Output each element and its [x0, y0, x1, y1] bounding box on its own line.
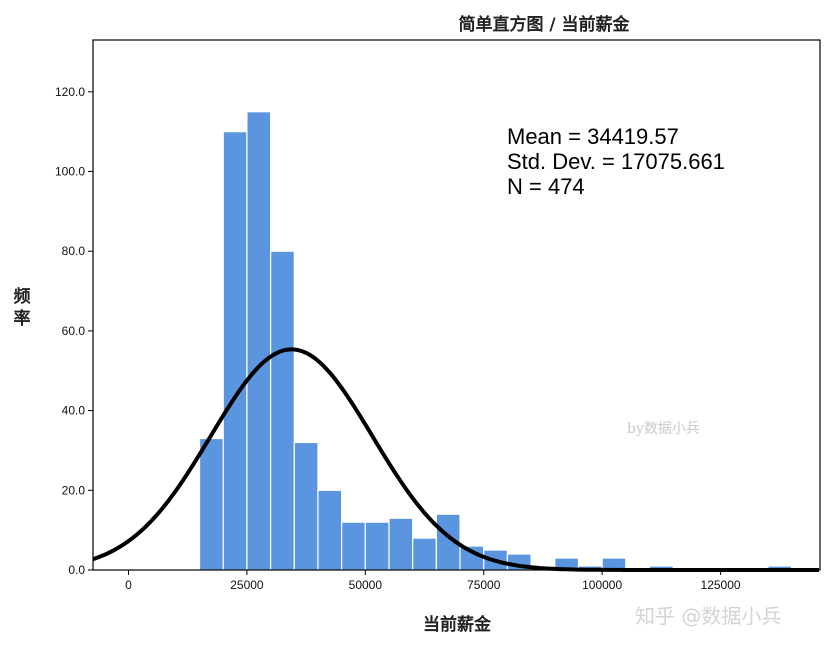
x-tick-label-2: 50000 [349, 578, 383, 592]
histogram-bar-5 [317, 489, 343, 571]
watermark-inner: by数据小兵 [627, 421, 700, 437]
y-tick-label-1: 20.0 [62, 483, 86, 497]
histogram-bar-7 [364, 521, 390, 571]
y-tick-label-3: 60.0 [62, 324, 86, 338]
x-tick-label-4: 100000 [582, 578, 622, 592]
y-tick-label-0: 0.0 [68, 563, 85, 577]
x-axis-ticks: 0 25000 50000 75000 100000 125000 [125, 570, 741, 592]
x-tick-label-3: 75000 [467, 578, 501, 592]
histogram-bar-8 [388, 517, 414, 571]
x-tick-label-1: 25000 [230, 578, 264, 592]
y-axis-ticks: 0.0 20.0 40.0 60.0 80.0 100.0 120.0 [55, 85, 93, 577]
histogram-bar-2 [246, 111, 272, 571]
histogram-bar-1 [222, 131, 248, 571]
chart-title: 简单直方图 / 当前薪金 [458, 14, 630, 35]
histogram-bar-0 [198, 437, 224, 571]
histogram-bar-4 [293, 441, 319, 571]
y-tick-label-2: 40.0 [62, 404, 86, 418]
histogram-bars [198, 111, 793, 571]
x-tick-label-0: 0 [125, 578, 132, 592]
stats-line-0: Mean = 34419.57 [507, 124, 679, 149]
y-tick-label-4: 80.0 [62, 244, 86, 258]
histogram-bar-6 [341, 521, 366, 571]
y-tick-label-6: 120.0 [55, 85, 85, 99]
histogram-bar-9 [412, 537, 437, 571]
plot-frame [92, 39, 821, 571]
stats-line-1: Std. Dev. = 17075.661 [507, 149, 725, 174]
histogram-bar-3 [270, 250, 295, 571]
stats-line-2: N = 474 [507, 174, 585, 199]
y-axis-label: 频率 [14, 286, 31, 329]
x-axis-label: 当前薪金 [423, 614, 492, 635]
x-tick-label-5: 125000 [701, 578, 741, 592]
watermark-corner: 知乎 @数据小兵 [635, 604, 781, 628]
y-tick-label-5: 100.0 [55, 165, 85, 179]
